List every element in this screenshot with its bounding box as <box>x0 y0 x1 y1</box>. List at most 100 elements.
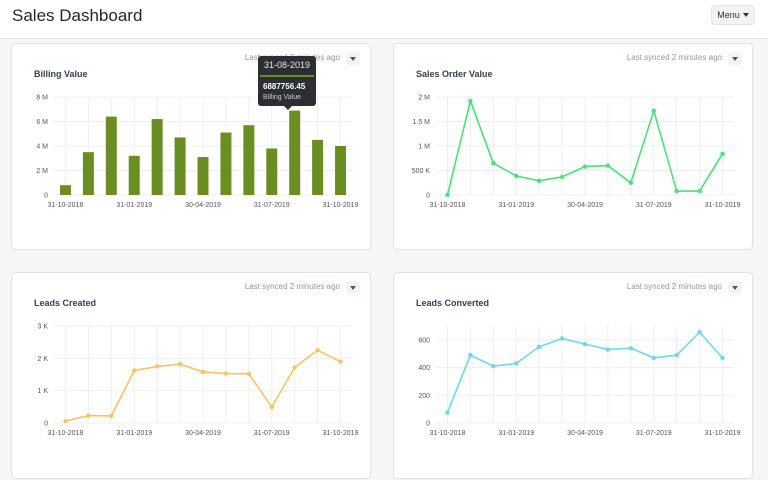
y-tick-label: 6 M <box>36 119 48 126</box>
page-title: Sales Dashboard <box>12 6 143 25</box>
data-point <box>674 352 679 358</box>
leads-converted-chart: 0 200 400 600 31-10-2018 31-01-2019 30-04-2019… <box>418 326 741 437</box>
card-title: Sales Order Value <box>416 69 493 79</box>
data-point <box>491 363 496 369</box>
bar <box>105 116 117 195</box>
y-tick-label: 1 K <box>37 388 48 395</box>
top-bar: Sales Dashboard Menu <box>0 0 768 39</box>
x-tick-label: 30-04-2019 <box>567 430 603 437</box>
tooltip-date: 31-08-2019 <box>263 60 311 70</box>
bar <box>243 125 255 195</box>
data-point <box>605 347 611 352</box>
data-point <box>605 163 611 168</box>
card-options-button[interactable] <box>728 52 742 65</box>
data-point <box>223 371 229 376</box>
card-options-button[interactable] <box>346 281 360 294</box>
caret-down-icon <box>732 56 738 61</box>
x-tick-label: 31-01-2019 <box>116 202 152 209</box>
data-point <box>200 369 206 375</box>
sync-status: Last synced 2 minutes ago <box>626 53 722 62</box>
data-point <box>445 192 450 198</box>
y-tick-label: 0 <box>426 421 430 428</box>
sales-order-value-card: 0 500 K 1 M 1.5 M 2 M 31-10-2018 31-01-2019 30-… <box>393 43 753 250</box>
x-tick-label: 31-10-2019 <box>705 430 741 437</box>
tooltip-divider <box>260 75 314 77</box>
y-tick-label: 4 M <box>36 144 48 151</box>
x-tick-label: 31-10-2019 <box>323 202 359 209</box>
data-point <box>674 188 679 194</box>
y-tick-label: 0 <box>44 421 48 428</box>
y-tick-label: 200 <box>418 393 430 400</box>
data-point <box>445 410 450 415</box>
chart-tooltip: 31-08-2019 6887756.45 Billing Value <box>258 56 316 110</box>
sales-order-value-chart: 0 500 K 1 M 1.5 M 2 M 31-10-2018 31-01-2019 30-… <box>412 95 741 210</box>
card-options-button[interactable] <box>728 281 742 294</box>
data-point <box>86 413 91 418</box>
y-tick-label: 600 <box>418 337 430 344</box>
data-point <box>315 348 320 353</box>
x-tick-label: 31-07-2019 <box>254 202 290 209</box>
y-tick-label: 3 K <box>37 324 48 331</box>
data-point <box>514 173 519 179</box>
card-title: Leads Created <box>34 298 97 308</box>
data-point <box>154 364 160 369</box>
data-point <box>63 418 68 424</box>
billing-value-chart: 0 2 M 4 M 6 M 8 M 31-10-2018 31-01-2019 30-04-2… <box>36 95 359 210</box>
bar <box>335 146 347 195</box>
card-title: Billing Value <box>34 69 88 79</box>
x-tick-label: 31-01-2019 <box>116 430 152 437</box>
y-tick-label: 0 <box>426 193 430 200</box>
x-tick-label: 30-04-2019 <box>567 202 603 209</box>
data-point <box>536 178 542 183</box>
y-tick-label: 2 M <box>36 168 48 175</box>
data-point <box>697 188 702 194</box>
bar <box>197 157 209 195</box>
x-tick-label: 31-10-2019 <box>705 202 741 209</box>
leads-created-card: 0 1 K 2 K 3 K 31-10-2018 31-01-2019 30-04-2019… <box>11 272 371 479</box>
leads-converted-card: 0 200 400 600 31-10-2018 31-01-2019 30-04-2019… <box>393 272 753 479</box>
data-point <box>468 352 473 358</box>
y-tick-label: 500 K <box>412 168 431 175</box>
bar <box>128 155 140 195</box>
x-tick-label: 31-10-2019 <box>323 430 359 437</box>
menu-button[interactable]: Menu <box>711 5 755 25</box>
x-tick-label: 31-01-2019 <box>498 430 534 437</box>
menu-button-label: Menu <box>717 10 740 20</box>
data-point <box>132 368 137 373</box>
caret-down-icon <box>742 13 749 17</box>
y-tick-label: 0 <box>44 193 48 200</box>
x-tick-label: 31-07-2019 <box>254 430 290 437</box>
data-point <box>468 98 473 104</box>
data-point <box>559 174 565 180</box>
bar <box>82 152 94 195</box>
card-title: Leads Converted <box>416 298 490 308</box>
x-tick-label: 30-04-2019 <box>185 202 221 209</box>
data-point <box>109 413 114 419</box>
x-tick-label: 30-04-2019 <box>185 430 221 437</box>
data-point <box>491 160 496 166</box>
bar <box>59 185 71 195</box>
caret-down-icon <box>350 56 356 61</box>
x-tick-label: 31-07-2019 <box>636 202 672 209</box>
bar <box>174 137 186 195</box>
card-options-button[interactable] <box>346 52 360 65</box>
data-point <box>628 345 634 351</box>
data-point <box>559 336 565 341</box>
data-point <box>246 371 252 377</box>
data-point <box>536 344 542 349</box>
x-tick-label: 31-10-2018 <box>430 202 466 209</box>
y-tick-label: 400 <box>418 365 430 372</box>
bar <box>312 139 324 195</box>
bar <box>266 148 278 195</box>
data-point <box>651 108 656 113</box>
data-point <box>651 355 656 361</box>
caret-down-icon <box>732 285 738 290</box>
bar <box>220 132 232 195</box>
billing-value-card: 0 2 M 4 M 6 M 8 M 31-10-2018 31-01-2019 30-04-2… <box>11 43 371 250</box>
data-point <box>177 361 183 367</box>
data-point <box>628 180 634 185</box>
data-point <box>514 361 519 366</box>
data-point <box>582 341 588 347</box>
y-tick-label: 2 K <box>37 356 48 363</box>
x-tick-label: 31-10-2018 <box>48 430 84 437</box>
